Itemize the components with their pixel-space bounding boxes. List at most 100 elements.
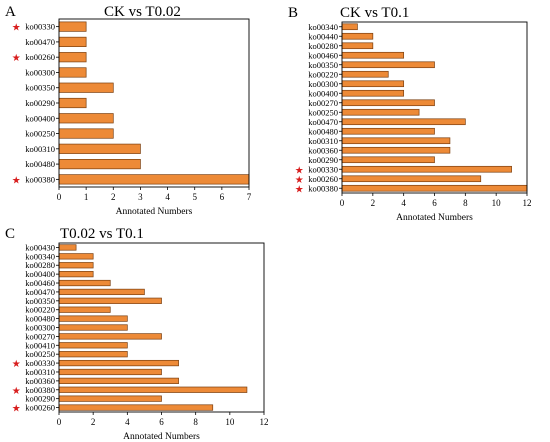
panel-letter: A xyxy=(5,4,16,20)
category-label: ko00430 xyxy=(25,242,55,252)
bar-ko00350 xyxy=(341,61,435,69)
x-tick-label: 12 xyxy=(523,198,532,208)
bar-ko00250 xyxy=(341,108,420,116)
x-tick-label: 6 xyxy=(159,417,164,427)
category-label: ko00260 xyxy=(25,52,55,62)
bar-ko00300 xyxy=(58,324,128,331)
category-label: ko00460 xyxy=(308,50,338,60)
category-label: ko00340 xyxy=(25,251,55,261)
bar-ko00400 xyxy=(341,89,405,97)
x-tick-label: 10 xyxy=(225,417,235,427)
bar-ko00480 xyxy=(58,159,141,170)
category-label: ko00410 xyxy=(25,340,55,350)
category-label: ko00290 xyxy=(25,98,55,108)
bar-ko00360 xyxy=(58,377,179,384)
chart-title: CK vs T0.1 xyxy=(340,5,409,21)
bar-ko00310 xyxy=(58,368,162,376)
x-tick-label: 10 xyxy=(492,198,502,208)
bar-ko00260 xyxy=(341,175,482,183)
category-label: ko00400 xyxy=(25,269,55,279)
category-label: ko00310 xyxy=(308,136,338,146)
bar-ko00290 xyxy=(58,97,87,109)
category-label: ko00360 xyxy=(25,376,55,386)
category-label: ko00480 xyxy=(25,314,55,324)
category-label: ko00380 xyxy=(308,183,338,193)
star-marker: ★ xyxy=(12,53,21,64)
category-label: ko00440 xyxy=(308,31,338,41)
star-marker: ★ xyxy=(295,165,304,176)
category-label: ko00220 xyxy=(308,69,338,79)
x-axis-label: Annotated Numbers xyxy=(123,432,200,442)
category-label: ko00310 xyxy=(25,367,55,377)
category-label: ko00400 xyxy=(308,88,338,98)
bar-ko00260 xyxy=(58,52,87,63)
category-label: ko00260 xyxy=(308,174,338,184)
x-tick-label: 8 xyxy=(193,417,198,427)
bar-ko00310 xyxy=(58,143,141,154)
bar-ko00350 xyxy=(58,82,114,93)
category-label: ko00360 xyxy=(308,145,338,155)
bar-ko00300 xyxy=(58,67,87,78)
category-label: ko00480 xyxy=(308,126,338,136)
x-tick-label: 4 xyxy=(125,417,130,427)
category-label: ko00330 xyxy=(25,22,55,32)
category-label: ko00380 xyxy=(25,174,55,184)
bar-ko00290 xyxy=(341,156,435,164)
category-label: ko00250 xyxy=(25,349,55,359)
category-label: ko00400 xyxy=(25,113,55,123)
bar-ko00340 xyxy=(58,253,94,260)
bar-ko00410 xyxy=(58,342,128,349)
bar-ko00460 xyxy=(58,279,111,287)
star-marker: ★ xyxy=(295,175,304,186)
x-tick-label: 0 xyxy=(57,192,62,202)
bar-ko00380 xyxy=(58,386,248,393)
bar-ko00360 xyxy=(341,146,451,154)
bar-ko00480 xyxy=(58,315,128,322)
bar-ko00220 xyxy=(58,306,111,313)
star-marker: ★ xyxy=(12,359,21,370)
x-tick-label: 6 xyxy=(220,192,225,202)
category-label: ko00470 xyxy=(25,287,55,297)
x-axis-label: Annotated Numbers xyxy=(116,207,193,217)
bar-ko00260 xyxy=(58,404,214,411)
bar-ko00380 xyxy=(341,184,528,192)
category-label: ko00350 xyxy=(25,83,55,93)
category-label: ko00380 xyxy=(25,385,55,395)
bar-ko00330 xyxy=(58,21,87,32)
category-label: ko00260 xyxy=(25,403,55,413)
chart-title: CK vs T0.02 xyxy=(104,4,181,20)
plot-frame xyxy=(58,18,250,188)
category-label: ko00290 xyxy=(25,394,55,404)
bar-ko00350 xyxy=(58,297,162,304)
category-label: ko00290 xyxy=(308,155,338,165)
x-tick-label: 2 xyxy=(91,417,96,427)
x-tick-label: 6 xyxy=(432,198,437,208)
category-label: ko00250 xyxy=(308,107,338,117)
bar-ko00470 xyxy=(341,118,466,126)
x-tick-label: 4 xyxy=(401,198,406,208)
panel-letter: C xyxy=(5,226,15,242)
category-label: ko00300 xyxy=(308,79,338,89)
star-marker: ★ xyxy=(12,175,21,186)
star-marker: ★ xyxy=(12,386,21,397)
bar-ko00380 xyxy=(58,174,250,185)
category-label: ko00270 xyxy=(308,98,338,108)
bar-ko00440 xyxy=(341,32,374,40)
star-marker: ★ xyxy=(295,184,304,195)
x-tick-label: 0 xyxy=(57,417,62,427)
star-marker: ★ xyxy=(12,23,21,34)
bar-ko00220 xyxy=(341,70,389,78)
x-tick-label: 8 xyxy=(463,198,468,208)
category-label: ko00310 xyxy=(25,144,55,154)
bar-ko00400 xyxy=(58,113,114,124)
category-label: ko00300 xyxy=(25,323,55,333)
category-label: ko00280 xyxy=(25,260,55,270)
x-tick-label: 4 xyxy=(165,192,170,202)
bar-ko00480 xyxy=(341,127,435,135)
bar-ko00340 xyxy=(341,23,358,31)
bar-ko00430 xyxy=(58,244,77,251)
x-tick-label: 5 xyxy=(192,192,197,202)
star-marker: ★ xyxy=(12,404,21,415)
category-label: ko00470 xyxy=(25,37,55,47)
